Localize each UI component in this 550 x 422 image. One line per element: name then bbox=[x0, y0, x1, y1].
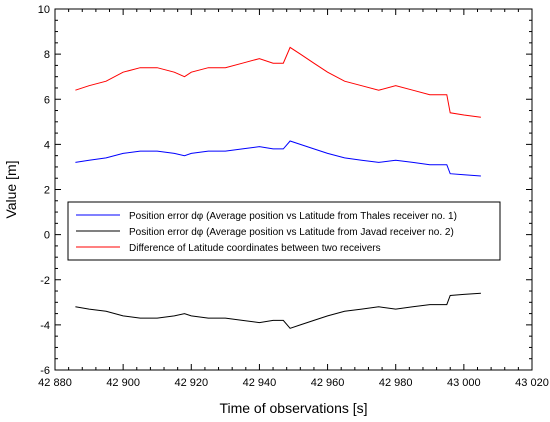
y-tick-label: -6 bbox=[40, 365, 50, 377]
x-tick-label: 43 000 bbox=[447, 377, 481, 389]
y-tick-label: -4 bbox=[40, 320, 50, 332]
legend: Position error dφ (Average position vs L… bbox=[67, 201, 501, 261]
y-tick-label: 4 bbox=[44, 139, 50, 151]
y-tick-label: 10 bbox=[38, 4, 50, 16]
x-tick-label: 42 940 bbox=[243, 377, 277, 389]
x-axis-title: Time of observations [s] bbox=[219, 400, 367, 416]
y-tick-label: -2 bbox=[40, 275, 50, 287]
series-line-difference bbox=[75, 46, 481, 118]
y-axis-title: Value [m] bbox=[3, 160, 19, 218]
y-tick-label: 2 bbox=[44, 185, 50, 197]
y-tick-label: 0 bbox=[44, 230, 50, 242]
legend-label-javad: Position error dφ (Average position vs L… bbox=[129, 227, 454, 238]
legend-label-difference: Difference of Latitude coordinates betwe… bbox=[129, 243, 381, 254]
y-tick-label: 6 bbox=[44, 94, 50, 106]
axis-tick-labels: 42 880 42 900 42 920 42 940 42 960 42 980 43 0… bbox=[38, 4, 549, 389]
series-line-javad bbox=[75, 292, 481, 329]
x-tick-label: 43 020 bbox=[515, 377, 549, 389]
x-tick-label: 42 880 bbox=[38, 377, 72, 389]
x-tick-label: 42 900 bbox=[106, 377, 140, 389]
y-tick-label: 8 bbox=[44, 49, 50, 61]
legend-box bbox=[67, 201, 501, 261]
legend-label-thales: Position error dφ (Average position vs L… bbox=[129, 211, 457, 222]
x-tick-label: 42 920 bbox=[174, 377, 208, 389]
x-tick-label: 42 960 bbox=[311, 377, 345, 389]
series-line-thales bbox=[75, 140, 481, 177]
axis-ticks bbox=[54, 8, 533, 371]
series-lines bbox=[75, 46, 481, 329]
x-tick-label: 42 980 bbox=[379, 377, 413, 389]
